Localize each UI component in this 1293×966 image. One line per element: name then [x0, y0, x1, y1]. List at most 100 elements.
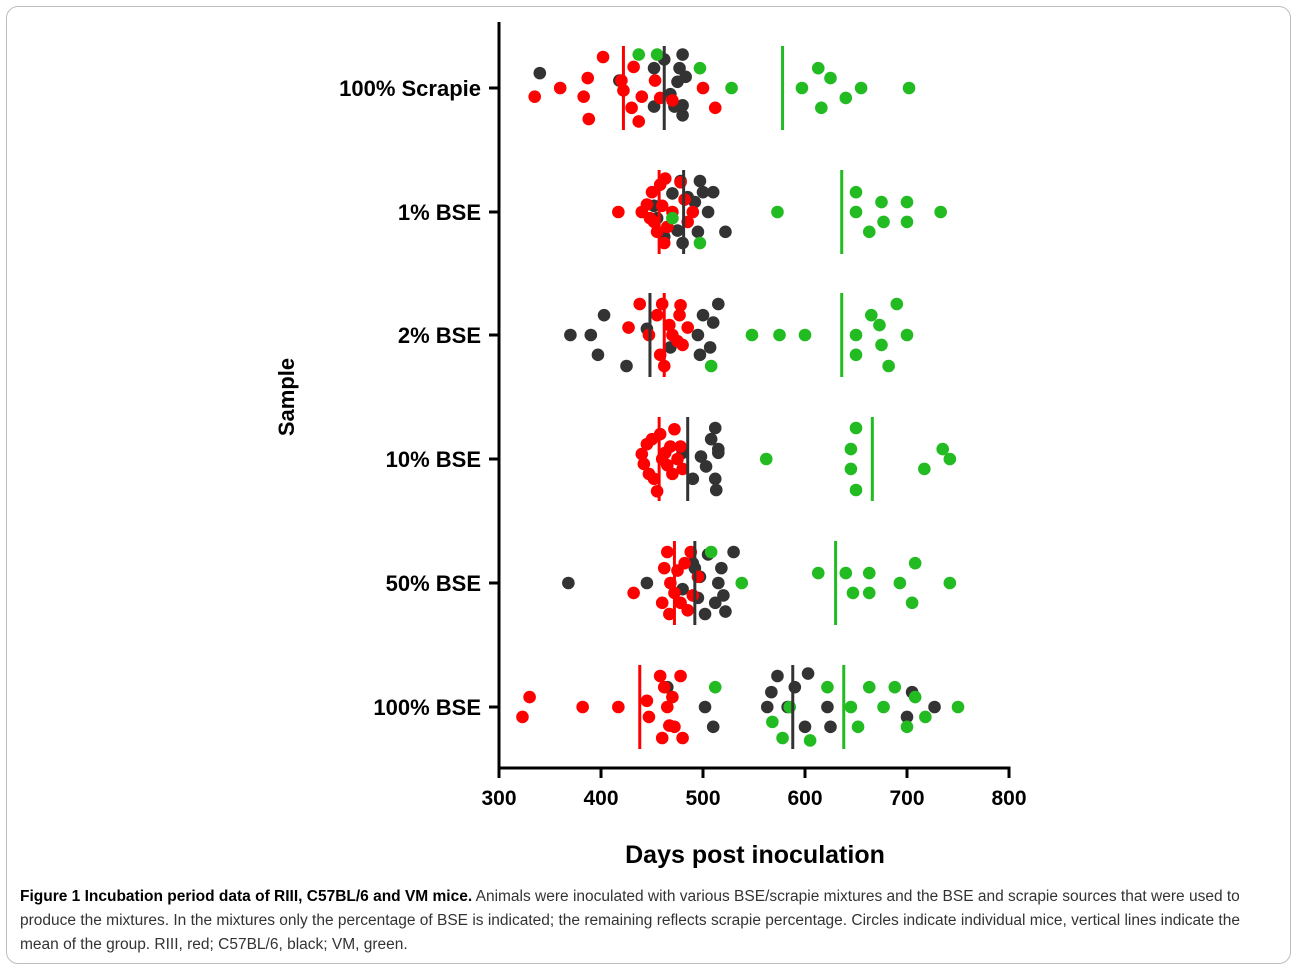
figure-caption: Figure 1 Incubation period data of RIII,… [20, 885, 1275, 957]
point-vm [803, 734, 817, 747]
point-riii [661, 545, 674, 559]
point-vm [811, 61, 825, 75]
point-riii [650, 308, 664, 322]
point-riii [674, 669, 687, 683]
point-vm [849, 328, 863, 342]
point-riii [647, 472, 661, 486]
point-riii [681, 321, 694, 334]
point-vm [844, 462, 858, 476]
point-vm [854, 81, 868, 95]
point-riii [666, 690, 679, 704]
point-vm [824, 71, 837, 85]
point-riii [625, 101, 638, 115]
point-c57bl-6 [694, 450, 708, 463]
point-vm [862, 225, 876, 239]
point-c57bl-6 [620, 359, 633, 373]
point-vm [849, 483, 863, 497]
point-riii [647, 215, 661, 229]
point-riii [612, 700, 625, 714]
point-vm [844, 442, 858, 456]
point-c57bl-6 [597, 308, 611, 322]
point-vm [862, 586, 876, 600]
point-riii [576, 700, 589, 714]
point-vm [735, 576, 749, 590]
point-vm [846, 586, 860, 600]
x-tick-label: 700 [889, 787, 924, 810]
x-tick-label: 500 [685, 787, 720, 810]
point-c57bl-6 [712, 446, 725, 460]
point-c57bl-6 [688, 195, 702, 209]
point-c57bl-6 [676, 48, 689, 61]
point-vm [693, 236, 707, 250]
point-vm [704, 359, 718, 373]
point-riii [640, 694, 654, 708]
point-vm [771, 205, 784, 219]
point-riii [655, 297, 669, 311]
point-c57bl-6 [706, 720, 720, 734]
point-riii [681, 603, 694, 617]
point-c57bl-6 [771, 669, 784, 683]
point-riii [635, 447, 649, 461]
point-c57bl-6 [647, 61, 661, 75]
point-vm [900, 195, 914, 209]
point-c57bl-6 [760, 700, 774, 714]
point-riii [686, 205, 700, 219]
point-c57bl-6 [693, 174, 707, 188]
point-riii [553, 81, 567, 95]
point-vm [919, 710, 932, 724]
point-riii [648, 74, 662, 87]
point-vm [851, 720, 865, 734]
point-c57bl-6 [801, 667, 815, 680]
point-riii [686, 589, 700, 602]
point-vm [936, 442, 949, 456]
point-riii [666, 94, 679, 107]
point-vm [893, 576, 907, 590]
point-vm [875, 338, 888, 352]
point-vm [877, 700, 890, 714]
point-riii [633, 297, 647, 311]
y-tick-label: 10% BSE [386, 447, 481, 472]
point-c57bl-6 [712, 297, 725, 311]
y-axis-label: Sample [274, 358, 299, 436]
point-vm [766, 715, 779, 729]
point-vm [862, 680, 876, 694]
point-riii [671, 452, 684, 466]
point-riii [676, 462, 689, 476]
point-c57bl-6 [719, 225, 732, 239]
point-riii [663, 318, 676, 332]
point-c57bl-6 [798, 720, 812, 734]
point-c57bl-6 [671, 224, 684, 237]
point-vm [900, 215, 914, 229]
point-c57bl-6 [704, 432, 718, 446]
point-riii [708, 101, 722, 115]
point-c57bl-6 [676, 108, 689, 122]
point-riii [637, 457, 651, 471]
point-c57bl-6 [691, 328, 705, 342]
point-riii [661, 700, 674, 714]
point-c57bl-6 [666, 187, 679, 200]
point-vm [798, 328, 812, 342]
point-c57bl-6 [698, 700, 712, 714]
point-riii [673, 308, 686, 322]
point-vm [849, 185, 863, 199]
point-c57bl-6 [708, 472, 722, 486]
point-riii [516, 710, 529, 724]
point-riii [696, 81, 710, 95]
x-axis-label: Days post inoculation [625, 841, 885, 869]
point-riii [577, 90, 590, 103]
point-vm [882, 359, 895, 373]
point-riii [650, 484, 664, 498]
point-vm [951, 700, 965, 714]
point-riii [596, 50, 610, 64]
point-c57bl-6 [900, 710, 914, 724]
point-vm [908, 690, 922, 704]
data-marks [516, 46, 965, 749]
point-vm [849, 205, 863, 219]
y-tick-label: 2% BSE [398, 323, 481, 348]
figure-frame [6, 6, 1291, 964]
point-c57bl-6 [706, 185, 720, 199]
point-riii [582, 112, 596, 126]
point-riii [632, 115, 646, 128]
x-tick-label: 600 [787, 787, 822, 810]
point-c57bl-6 [696, 308, 710, 322]
